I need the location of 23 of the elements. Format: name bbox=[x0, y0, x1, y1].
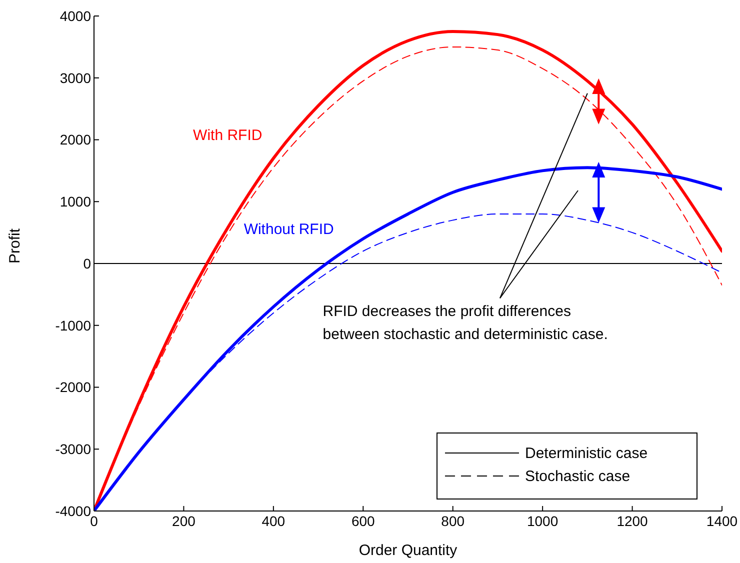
x-tick-label: 800 bbox=[441, 512, 465, 529]
y-tick-label: 0 bbox=[83, 255, 92, 272]
annotation: RFID decreases the profit differences between stochastic and deterministic case. bbox=[322, 303, 608, 344]
legend-label: Deterministic case bbox=[525, 445, 648, 462]
x-tick-label: 200 bbox=[172, 512, 196, 529]
y-tick-label: -2000 bbox=[55, 379, 92, 396]
y-tick-label: 3000 bbox=[60, 70, 92, 86]
annotation: With RFID bbox=[193, 126, 262, 144]
x-axis-title: Order Quantity bbox=[358, 542, 458, 559]
y-tick-label: 4000 bbox=[60, 8, 92, 24]
x-tick-label: 1200 bbox=[616, 512, 648, 529]
y-tick-label: -4000 bbox=[55, 502, 92, 519]
y-tick-label: -3000 bbox=[55, 441, 92, 458]
x-tick-label: 400 bbox=[262, 512, 286, 529]
x-tick-label: 1400 bbox=[706, 512, 738, 529]
annotation: Without RFID bbox=[244, 220, 334, 238]
y-tick-label: 1000 bbox=[60, 194, 92, 210]
legend-label: Stochastic case bbox=[525, 468, 630, 485]
y-tick-label: -1000 bbox=[55, 317, 92, 334]
y-axis-title: Profit bbox=[6, 228, 24, 264]
x-tick-label: 1000 bbox=[526, 512, 558, 529]
x-tick-label: 600 bbox=[351, 512, 376, 529]
y-tick-label: 2000 bbox=[60, 132, 92, 148]
